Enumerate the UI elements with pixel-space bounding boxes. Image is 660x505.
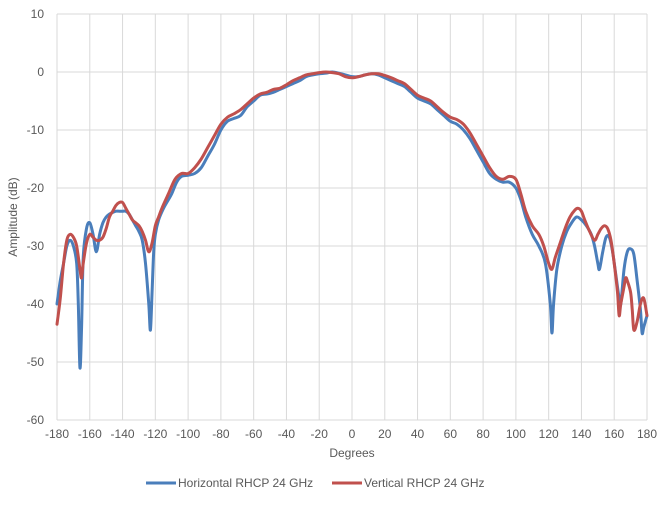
x-tick-label: -120 xyxy=(143,427,167,441)
series-layer xyxy=(55,70,649,370)
x-tick-label: 80 xyxy=(476,427,490,441)
y-tick-label: -60 xyxy=(27,413,45,427)
x-axis-tick-labels: -180 -160 -140 -120 -100 -80 -60 -40 -20 0 20 40 60 8… xyxy=(45,427,657,441)
grid-lines xyxy=(56,13,648,421)
x-tick-label: 20 xyxy=(378,427,392,441)
x-tick-label: 0 xyxy=(349,427,356,441)
y-tick-label: 0 xyxy=(37,65,44,79)
x-tick-label: 120 xyxy=(539,427,559,441)
x-tick-label: -80 xyxy=(212,427,230,441)
y-tick-label: -50 xyxy=(27,355,45,369)
x-tick-label: -40 xyxy=(278,427,296,441)
x-tick-label: -20 xyxy=(311,427,329,441)
legend: Horizontal RHCP 24 GHz Vertical RHCP 24 G… xyxy=(146,476,485,490)
x-tick-label: -100 xyxy=(176,427,200,441)
y-axis-title: Amplitude (dB) xyxy=(6,177,20,256)
x-tick-label: 160 xyxy=(604,427,624,441)
x-tick-label: -160 xyxy=(78,427,102,441)
legend-label: Horizontal RHCP 24 GHz xyxy=(178,476,313,490)
y-tick-label: 10 xyxy=(31,7,45,21)
y-tick-label: -30 xyxy=(27,239,45,253)
series-line-vertical xyxy=(55,70,649,332)
x-tick-label: -140 xyxy=(111,427,135,441)
y-tick-label: -10 xyxy=(27,123,45,137)
x-tick-label: 60 xyxy=(444,427,458,441)
legend-label: Vertical RHCP 24 GHz xyxy=(364,476,485,490)
y-tick-label: -20 xyxy=(27,181,45,195)
x-tick-label: 180 xyxy=(637,427,657,441)
x-tick-label: 40 xyxy=(411,427,425,441)
x-tick-label: -180 xyxy=(45,427,69,441)
x-axis-title: Degrees xyxy=(329,446,374,460)
x-tick-label: -60 xyxy=(245,427,263,441)
x-tick-label: 140 xyxy=(571,427,591,441)
y-axis-tick-labels: 10 0 -10 -20 -30 -40 -50 -60 xyxy=(27,7,45,427)
x-tick-label: 100 xyxy=(506,427,526,441)
y-tick-label: -40 xyxy=(27,297,45,311)
